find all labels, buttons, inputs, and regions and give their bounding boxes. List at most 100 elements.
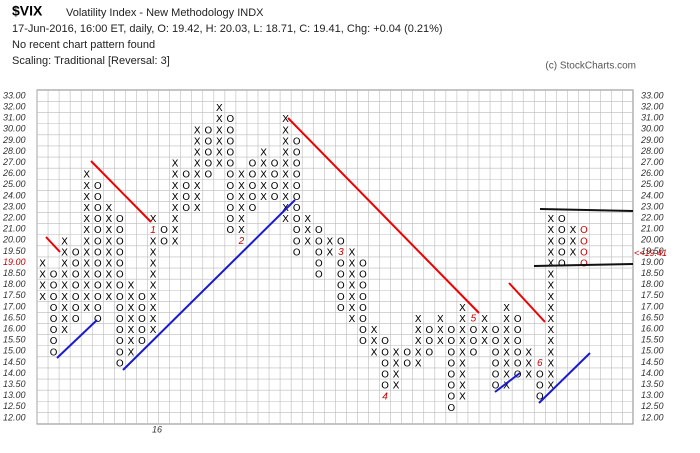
reversal-marker: 5 [471, 314, 477, 325]
box: X [304, 236, 311, 247]
box: X [127, 347, 134, 358]
box: O [359, 336, 367, 347]
box: O [116, 303, 124, 314]
box: O [492, 325, 500, 336]
box: O [116, 358, 124, 369]
box: X [481, 325, 488, 336]
resistance-line [287, 117, 480, 314]
box: X [83, 192, 90, 203]
box: X [547, 347, 554, 358]
box: O [249, 159, 257, 170]
box: X [459, 336, 466, 347]
box: X [415, 336, 422, 347]
box: X [282, 114, 289, 125]
box: X [260, 148, 267, 159]
y-tick-label: 15.50 [3, 335, 26, 345]
box: O [72, 303, 80, 314]
box: X [83, 214, 90, 225]
y-tick-label: 25.00 [2, 179, 26, 189]
box: X [150, 259, 157, 270]
subtitle: 17-Jun-2016, 16:00 ET, daily, O: 19.42, … [12, 23, 443, 35]
box: X [348, 292, 355, 303]
reversal-marker: 1 [150, 225, 156, 236]
resistance-line [90, 160, 152, 223]
box: X [150, 270, 157, 281]
box: X [459, 358, 466, 369]
box: O [293, 170, 301, 181]
box: X [282, 125, 289, 136]
box: X [415, 347, 422, 358]
support-line [122, 199, 296, 371]
box: X [194, 170, 201, 181]
box: X [216, 159, 223, 170]
box: X [39, 259, 46, 270]
box: O [293, 203, 301, 214]
box: X [150, 325, 157, 336]
box: O [138, 303, 146, 314]
box: O [94, 203, 102, 214]
box: X [61, 259, 68, 270]
box: X [83, 181, 90, 192]
box: X [503, 325, 510, 336]
box: X [127, 303, 134, 314]
box: X [150, 303, 157, 314]
box: O [116, 214, 124, 225]
box: X [371, 325, 378, 336]
box: X [238, 214, 245, 225]
y-tick-label: 16.00 [3, 323, 26, 333]
box: O [94, 181, 102, 192]
box: X [282, 192, 289, 203]
y-tick-label-right: 13.50 [641, 379, 664, 389]
box: X [437, 314, 444, 325]
y-tick-label: 21.00 [2, 224, 26, 234]
y-tick-label-right: 29.00 [640, 135, 664, 145]
box: O [403, 358, 411, 369]
box: X [260, 181, 267, 192]
box: O [182, 192, 190, 203]
box: O [470, 336, 478, 347]
box: O [271, 192, 279, 203]
box: X [127, 281, 134, 292]
y-tick-label: 18.50 [3, 268, 26, 278]
box: X [172, 203, 179, 214]
box: O [226, 125, 234, 136]
scaling-note: Scaling: Traditional [Reversal: 3] [12, 55, 170, 67]
box: X [459, 303, 466, 314]
box: X [547, 281, 554, 292]
box: O [271, 181, 279, 192]
box: O [580, 247, 588, 258]
box: X [415, 358, 422, 369]
box: X [393, 381, 400, 392]
box: X [481, 314, 488, 325]
box: O [226, 192, 234, 203]
box: O [447, 347, 455, 358]
y-tick-label: 22.00 [2, 212, 26, 222]
box: O [116, 314, 124, 325]
box: O [536, 381, 544, 392]
box: O [514, 325, 522, 336]
box: O [160, 225, 168, 236]
box: X [569, 247, 576, 258]
box: O [492, 381, 500, 392]
box: O [204, 136, 212, 147]
box: O [226, 170, 234, 181]
y-tick-label-right: 31.00 [641, 113, 664, 123]
box: X [105, 203, 112, 214]
box: X [260, 159, 267, 170]
box: O [271, 159, 279, 170]
box: X [238, 192, 245, 203]
y-tick-label: 32.00 [3, 101, 26, 111]
box: X [150, 292, 157, 303]
box: O [359, 270, 367, 281]
box: O [492, 370, 500, 381]
box: O [315, 225, 323, 236]
y-tick-label: 19.50 [3, 246, 26, 256]
box: X [547, 325, 554, 336]
y-tick-label-right: 20.00 [640, 235, 664, 245]
y-tick-label: 13.00 [3, 390, 26, 400]
box: X [503, 336, 510, 347]
reversal-marker: 6 [537, 358, 543, 369]
box: O [447, 336, 455, 347]
box: O [425, 336, 433, 347]
